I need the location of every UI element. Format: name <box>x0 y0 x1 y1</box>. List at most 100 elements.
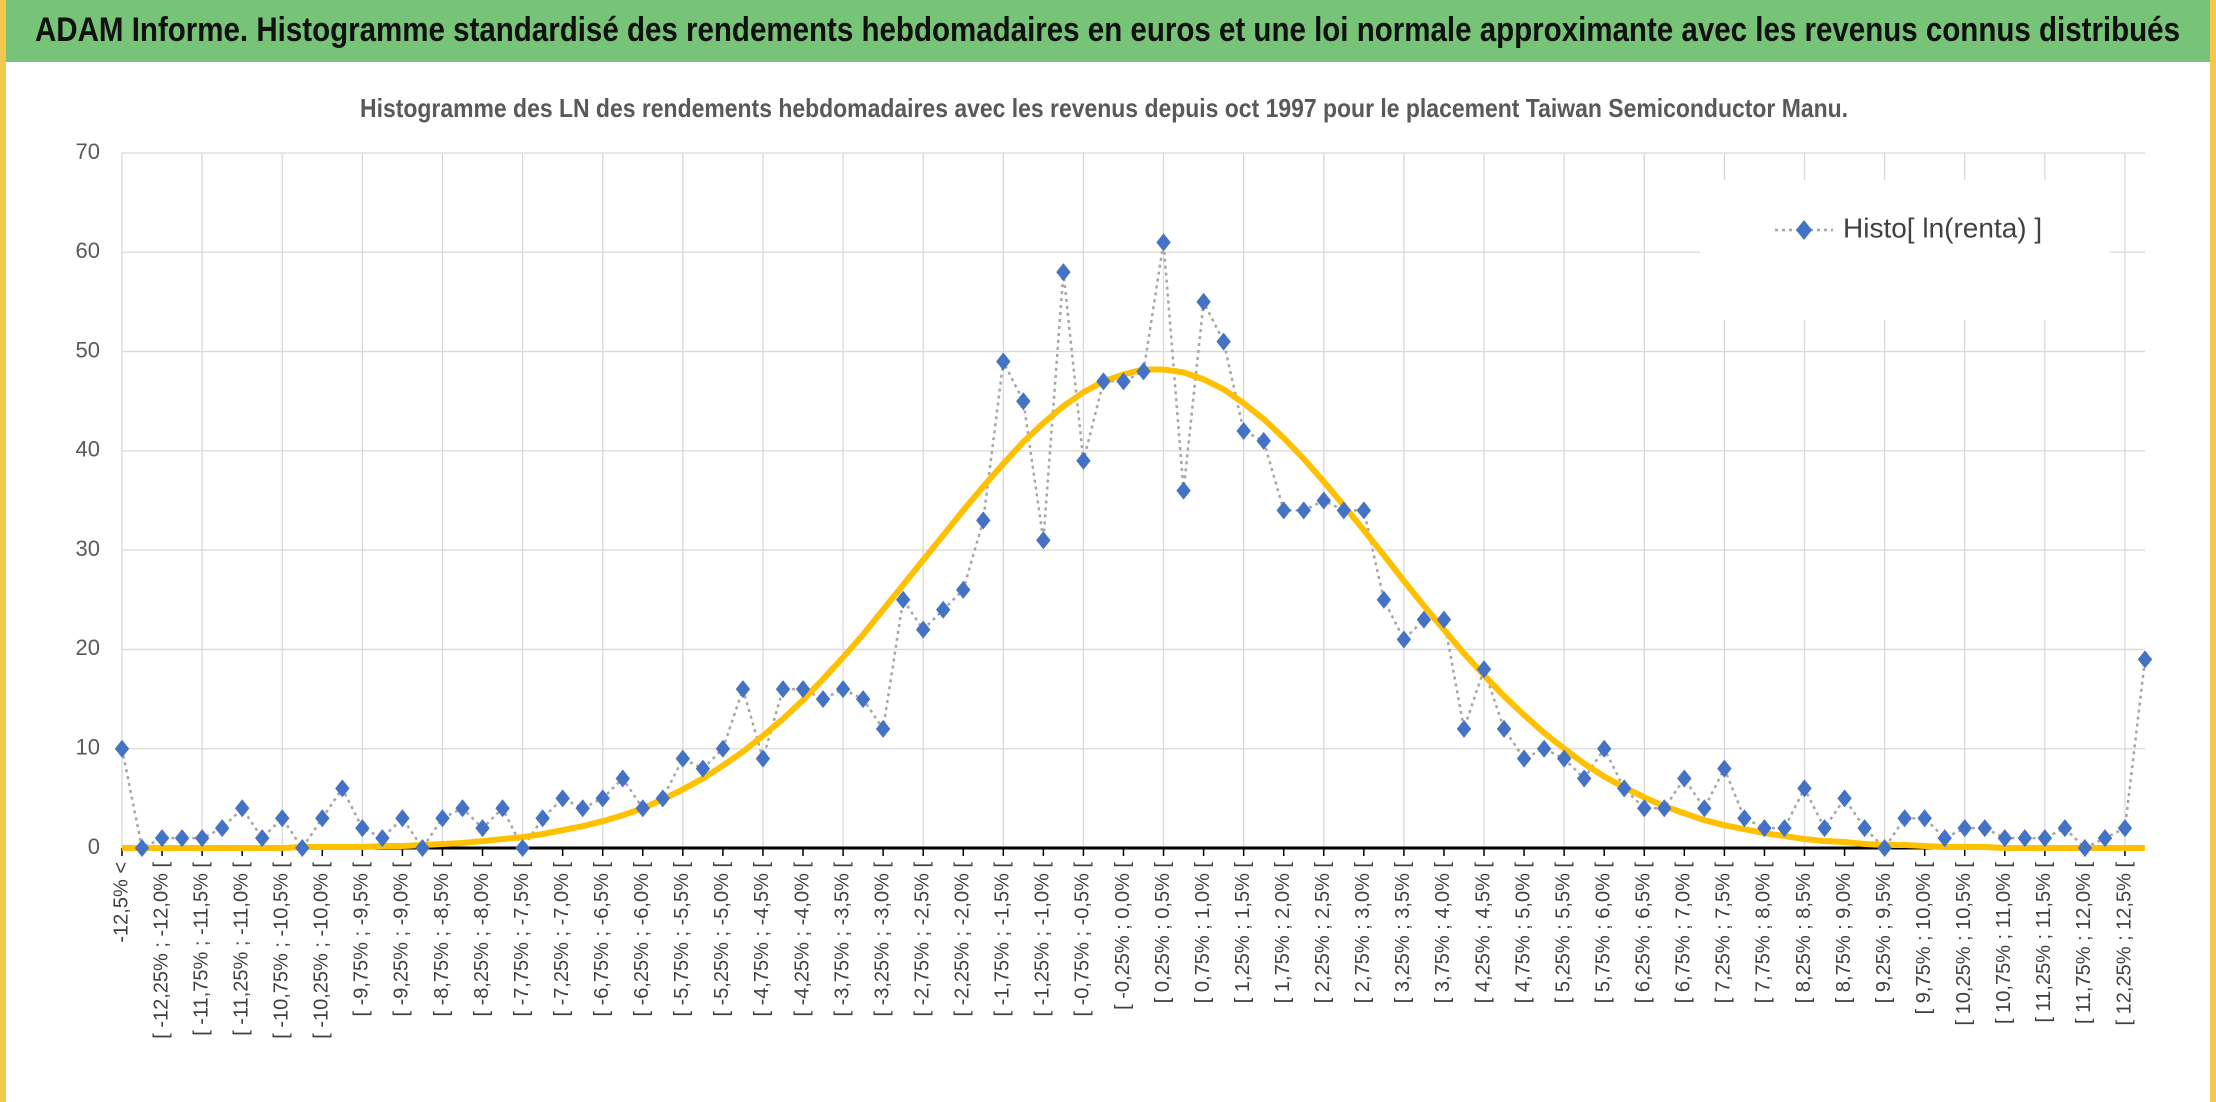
y-tick-label: 30 <box>76 536 100 561</box>
histo-marker <box>996 352 1011 371</box>
histo-marker <box>795 680 811 699</box>
x-tick-label: [ 11,75% ; 12,0% [ <box>2073 862 2095 1024</box>
histo-marker <box>335 779 350 798</box>
x-tick-label: [ 0,75% ; 1,0% [ <box>1192 862 1214 1004</box>
legend-marker <box>1796 220 1812 240</box>
y-tick-label: 0 <box>88 834 100 859</box>
x-tick-label: [ 3,75% ; 4,0% [ <box>1432 862 1454 1004</box>
x-tick-label: [ 7,25% ; 7,5% [ <box>1713 862 1735 1004</box>
histo-marker <box>1556 749 1572 768</box>
histo-marker <box>1116 372 1131 391</box>
histo-marker <box>515 839 530 857</box>
x-tick-label: [ -11,75% ; -11,5% [ <box>190 862 212 1036</box>
histo-marker <box>2077 839 2093 857</box>
x-tick-label: [ 7,75% ; 8,0% [ <box>1753 862 1775 1004</box>
x-tick-label: [ -0,25% ; 0,0% [ <box>1112 862 1134 1010</box>
histo-marker <box>1216 332 1231 351</box>
x-tick-label: [ -0,75% ; -0,5% [ <box>1072 862 1094 1017</box>
x-tick-label: [ -6,25% ; -6,0% [ <box>631 862 653 1017</box>
x-tick-label: [ -1,25% ; -1,0% [ <box>1032 862 1054 1017</box>
histo-marker <box>1516 749 1532 768</box>
histo-marker <box>1456 719 1472 738</box>
histo-marker <box>1857 819 1872 838</box>
histo-marker <box>575 799 590 818</box>
x-tick-label: [ -3,25% ; -3,0% [ <box>871 862 893 1017</box>
histo-marker <box>1016 392 1031 411</box>
x-tick-label: [ 2,25% ; 2,5% [ <box>1312 862 1334 1004</box>
histo-marker <box>214 819 230 838</box>
legend-bg <box>1700 180 2110 320</box>
histo-marker <box>1416 610 1432 629</box>
x-tick-label: [ -8,25% ; -8,0% [ <box>471 862 493 1017</box>
histo-marker <box>1496 719 1512 738</box>
histo-marker <box>1396 630 1412 649</box>
x-tick-label: [ -12,25% ; -12,0% [ <box>150 862 172 1039</box>
histo-marker <box>1737 809 1752 828</box>
x-tick-label: [ 3,25% ; 3,5% [ <box>1392 862 1414 1004</box>
histo-line <box>120 242 2147 851</box>
x-tick-label: [ -7,25% ; -7,0% [ <box>551 862 573 1017</box>
histo-marker <box>675 749 691 768</box>
histo-marker <box>1036 531 1051 550</box>
histo-marker <box>1316 491 1331 510</box>
histo-marker <box>1176 481 1191 500</box>
histo-marker <box>1797 779 1812 798</box>
histo-marker <box>775 680 791 699</box>
x-tick-label: [ -4,25% ; -4,0% [ <box>791 862 813 1017</box>
x-tick-label: [ 4,25% ; 4,5% [ <box>1472 862 1494 1004</box>
x-tick-label: [ 8,75% ; 9,0% [ <box>1833 862 1855 1004</box>
histo-marker <box>355 819 370 838</box>
histo-marker <box>1356 501 1372 520</box>
histo-marker <box>715 739 731 758</box>
y-tick-label: 50 <box>76 337 100 362</box>
histo-marker <box>1637 799 1652 818</box>
histo-marker <box>835 680 851 699</box>
x-tick-label: [ -9,75% ; -9,5% [ <box>351 862 373 1017</box>
histo-marker <box>1697 799 1712 818</box>
histo-marker <box>1877 839 1892 857</box>
title-bar <box>0 0 2216 62</box>
histo-marker <box>1977 819 1992 838</box>
histo-marker <box>134 839 150 857</box>
histo-marker <box>1336 501 1352 520</box>
x-tick-label: [ 1,25% ; 1,5% [ <box>1232 862 1254 1004</box>
x-tick-label: [ -2,75% ; -2,5% [ <box>911 862 933 1017</box>
histo-marker <box>2117 819 2133 838</box>
histo-marker <box>1617 779 1632 798</box>
histo-marker <box>1056 263 1071 282</box>
x-tick-label: [ 11,25% ; 11,5% [ <box>2033 862 2055 1023</box>
histo-marker <box>1536 739 1552 758</box>
histo-marker <box>1657 799 1672 818</box>
x-tick-label: [ -10,25% ; -10,0% [ <box>311 862 333 1039</box>
x-tick-label: [ 1,75% ; 2,0% [ <box>1272 862 1294 1004</box>
histo-marker <box>1076 451 1091 470</box>
histo-marker <box>1677 769 1692 788</box>
histo-marker <box>315 809 330 828</box>
x-tick-label: [ 6,25% ; 6,5% [ <box>1633 862 1655 1004</box>
histo-marker <box>1897 809 1912 828</box>
histo-marker <box>255 829 270 848</box>
x-tick-label: [ -8,75% ; -8,5% [ <box>431 862 453 1017</box>
histo-marker <box>555 789 570 808</box>
normal-curve <box>122 366 2145 851</box>
left-edge <box>0 0 6 1102</box>
histo-marker <box>174 829 190 848</box>
x-tick-label: [ -3,75% ; -3,5% [ <box>831 862 853 1017</box>
x-tick-label: [ -7,75% ; -7,5% [ <box>511 862 533 1017</box>
histo-marker <box>2037 829 2053 848</box>
histo-marker <box>1376 590 1392 609</box>
histo-marker <box>1436 610 1452 629</box>
histo-marker <box>375 829 390 848</box>
histo-marker <box>1136 362 1151 381</box>
histo-marker <box>1296 501 1311 520</box>
x-tick-label: [ 8,25% ; 8,5% [ <box>1793 862 1815 1004</box>
histo-marker <box>415 839 430 857</box>
histo-marker <box>855 690 871 709</box>
histo-marker <box>635 799 650 818</box>
histo-marker <box>1276 501 1291 520</box>
histo-marker <box>735 680 751 699</box>
histo-marker <box>875 719 891 738</box>
x-tick-label: [ -5,75% ; -5,5% [ <box>671 862 693 1017</box>
histo-marker <box>194 829 210 848</box>
